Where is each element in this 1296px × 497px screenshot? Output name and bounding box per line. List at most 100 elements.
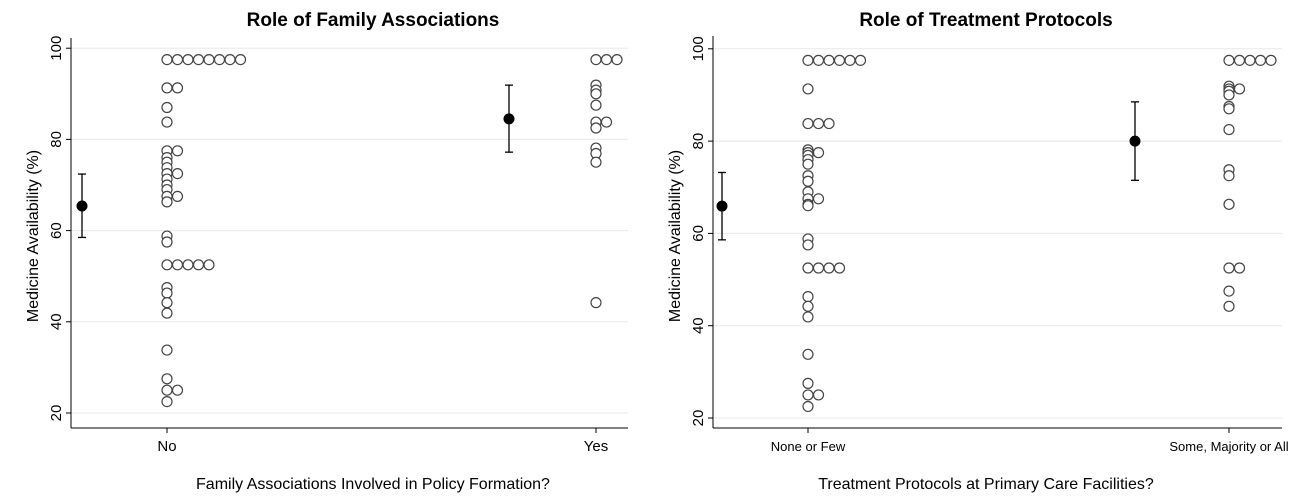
- observation-point: [812, 262, 825, 274]
- observation-point: [171, 82, 184, 94]
- observation-point: [812, 117, 825, 130]
- observation-point: [812, 193, 825, 205]
- observation-point: [812, 389, 825, 401]
- chart-title: Role of Treatment Protocols: [859, 10, 1112, 31]
- observation-point: [161, 196, 173, 208]
- observation-point: [171, 168, 184, 180]
- y-axis-label: Medicine Availability (%): [667, 150, 684, 322]
- observation-point: [802, 389, 814, 401]
- observation-point: [802, 200, 814, 212]
- observation-point: [161, 53, 173, 66]
- observation-point: [161, 82, 173, 94]
- chart-panel-protocols: Role of Treatment Protocols Treatment Pr…: [667, 10, 1289, 493]
- observation-point: [161, 396, 173, 408]
- y-tick-label: 80: [690, 133, 707, 150]
- observation-point: [1265, 54, 1277, 66]
- observation-point: [590, 156, 602, 168]
- observation-point: [802, 291, 814, 303]
- observation-point: [1223, 198, 1235, 210]
- observation-point: [1233, 83, 1246, 95]
- observation-point: [1244, 54, 1256, 66]
- observation-point: [802, 348, 814, 360]
- observation-point: [171, 53, 184, 66]
- observation-point: [802, 54, 814, 66]
- observation-point: [600, 53, 613, 66]
- observation-point: [802, 239, 814, 251]
- observation-point: [1223, 89, 1235, 101]
- observation-point: [802, 175, 814, 187]
- mean-marker: [716, 200, 728, 212]
- observation-point: [802, 300, 814, 312]
- y-tick-label: 20: [48, 405, 65, 422]
- observation-point: [171, 259, 184, 271]
- mean-marker: [503, 113, 515, 125]
- observation-point: [802, 377, 814, 389]
- observation-point: [833, 54, 846, 66]
- observation-point: [182, 259, 194, 271]
- observation-point: [823, 54, 835, 66]
- observation-point: [171, 190, 184, 202]
- observation-point: [1233, 262, 1246, 274]
- observation-point: [854, 54, 867, 66]
- observation-point: [224, 53, 236, 66]
- observation-point: [1223, 103, 1235, 115]
- observation-point: [161, 116, 173, 128]
- observation-point: [1233, 54, 1246, 66]
- observation-point: [203, 53, 215, 66]
- observation-point: [234, 53, 247, 66]
- x-axis-ticks: No Yes: [157, 428, 608, 455]
- observation-points: [802, 54, 1277, 413]
- observation-point: [1223, 123, 1235, 136]
- observation-point: [600, 116, 613, 128]
- y-axis-ticks: 20 40 60 80 100: [690, 36, 713, 426]
- observation-point: [590, 99, 602, 111]
- mean-marker: [1129, 135, 1141, 147]
- observation-points: [161, 53, 623, 408]
- observation-point: [161, 101, 173, 114]
- observation-point: [203, 259, 215, 271]
- x-tick-label: No: [157, 438, 176, 455]
- mean-markers: [76, 84, 515, 239]
- observation-point: [161, 344, 173, 356]
- observation-point: [161, 373, 173, 385]
- y-tick-label: 20: [690, 410, 707, 427]
- y-tick-label: 100: [690, 36, 707, 61]
- observation-point: [844, 54, 856, 66]
- x-axis-label: Treatment Protocols at Primary Care Faci…: [818, 476, 1154, 493]
- x-tick-label: Yes: [584, 438, 608, 455]
- observation-point: [1254, 54, 1267, 66]
- y-tick-label: 60: [48, 222, 65, 239]
- y-tick-label: 80: [48, 131, 65, 148]
- y-tick-label: 40: [48, 313, 65, 330]
- observation-point: [833, 262, 846, 274]
- observation-point: [161, 236, 173, 248]
- observation-point: [590, 88, 602, 100]
- chart-title: Role of Family Associations: [247, 10, 500, 31]
- observation-point: [1223, 262, 1235, 274]
- observation-point: [812, 54, 825, 66]
- y-axis-label: Medicine Availability (%): [25, 150, 42, 322]
- grid-lines: [71, 47, 628, 414]
- mean-marker: [76, 200, 88, 212]
- observation-point: [1223, 170, 1235, 182]
- observation-point: [823, 117, 835, 130]
- observation-point: [590, 297, 602, 309]
- observation-point: [802, 158, 814, 170]
- chart-panel-family: Role of Family Associations Family Assoc…: [25, 10, 628, 493]
- observation-point: [590, 53, 602, 66]
- x-tick-label: None or Few: [771, 439, 846, 454]
- x-axis-label: Family Associations Involved in Policy F…: [196, 476, 550, 493]
- observation-point: [161, 287, 173, 299]
- observation-point: [802, 311, 814, 323]
- observation-point: [213, 53, 226, 66]
- y-tick-label: 60: [690, 225, 707, 242]
- y-tick-label: 100: [48, 36, 65, 61]
- observation-point: [192, 259, 205, 271]
- observation-point: [611, 53, 623, 66]
- observation-point: [590, 122, 602, 134]
- observation-point: [1223, 54, 1235, 66]
- y-tick-label: 40: [690, 317, 707, 334]
- y-axis-ticks: 20 40 60 80 100: [48, 36, 71, 422]
- x-tick-label: Some, Majority or All: [1169, 439, 1288, 454]
- observation-point: [161, 307, 173, 319]
